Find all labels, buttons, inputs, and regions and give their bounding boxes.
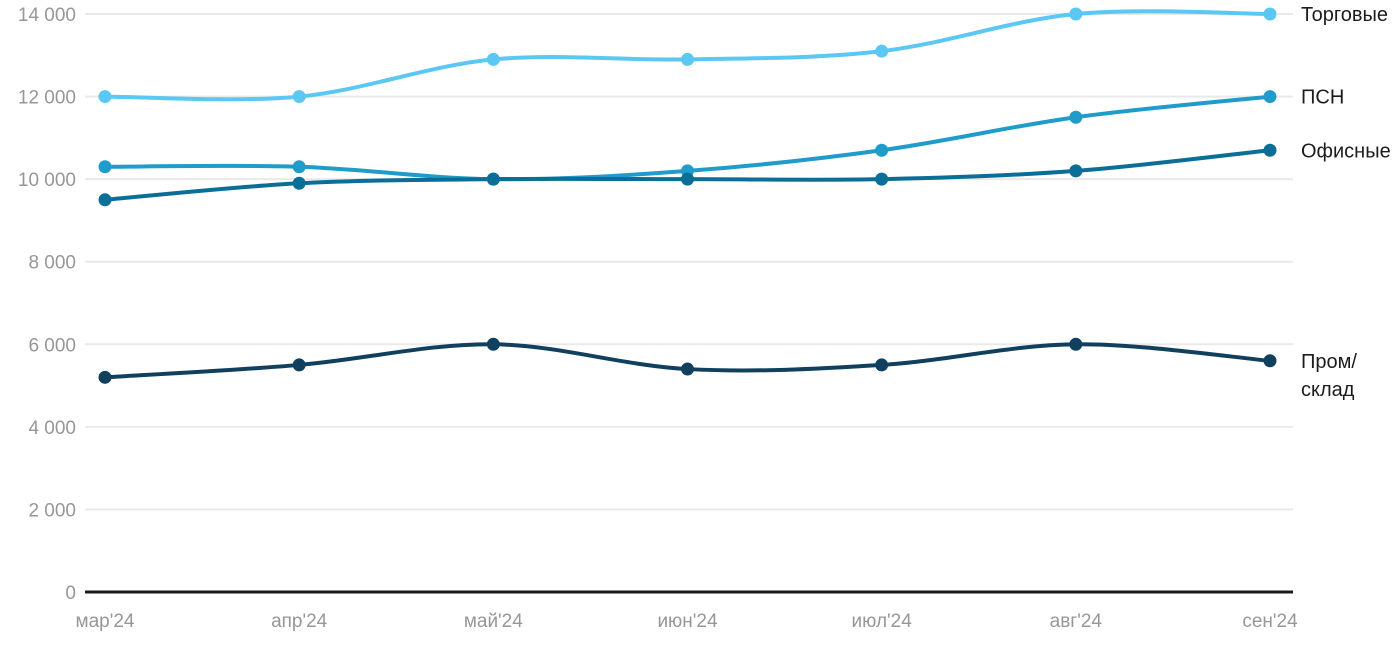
- data-point: [292, 176, 306, 190]
- series-end-label: Пром/: [1301, 351, 1357, 373]
- data-point: [98, 160, 112, 174]
- data-point: [486, 337, 500, 351]
- series-end-label: Торговые: [1301, 4, 1388, 26]
- x-tick-label: июн'24: [657, 611, 718, 632]
- data-point: [1069, 110, 1083, 124]
- data-point: [875, 172, 889, 186]
- data-point: [875, 358, 889, 372]
- series-end-label: ПСН: [1301, 87, 1344, 109]
- y-tick-label: 8 000: [28, 253, 76, 274]
- x-tick-label: май'24: [464, 611, 523, 632]
- data-point: [1263, 7, 1277, 21]
- series-end-label: склад: [1301, 379, 1355, 401]
- series-end-label: Офисные: [1301, 140, 1391, 162]
- data-point: [486, 52, 500, 66]
- y-tick-label: 12 000: [18, 88, 76, 109]
- x-tick-label: сен'24: [1242, 611, 1298, 632]
- data-point: [681, 52, 694, 66]
- data-point: [1069, 164, 1083, 178]
- x-tick-label: апр'24: [271, 611, 328, 632]
- data-point: [875, 143, 889, 157]
- x-tick-label: июл'24: [852, 611, 913, 632]
- data-point: [875, 44, 889, 58]
- data-point: [1263, 354, 1277, 368]
- y-tick-label: 0: [65, 583, 76, 604]
- y-tick-label: 10 000: [18, 170, 76, 191]
- data-point: [292, 90, 306, 104]
- data-point: [292, 160, 306, 174]
- data-point: [292, 358, 306, 372]
- data-point: [98, 193, 112, 207]
- data-point: [1263, 90, 1277, 104]
- data-point: [681, 172, 694, 186]
- y-tick-label: 2 000: [28, 500, 76, 521]
- y-tick-label: 6 000: [28, 335, 76, 356]
- data-point: [1069, 7, 1083, 21]
- data-point: [681, 362, 694, 376]
- y-tick-label: 4 000: [28, 418, 76, 439]
- data-point: [1263, 143, 1277, 157]
- data-point: [486, 172, 500, 186]
- data-point: [98, 370, 112, 384]
- data-point: [98, 90, 112, 104]
- x-tick-label: авг'24: [1050, 611, 1103, 632]
- data-point: [1069, 337, 1083, 351]
- y-tick-label: 14 000: [18, 5, 76, 26]
- x-tick-label: мар'24: [76, 611, 135, 632]
